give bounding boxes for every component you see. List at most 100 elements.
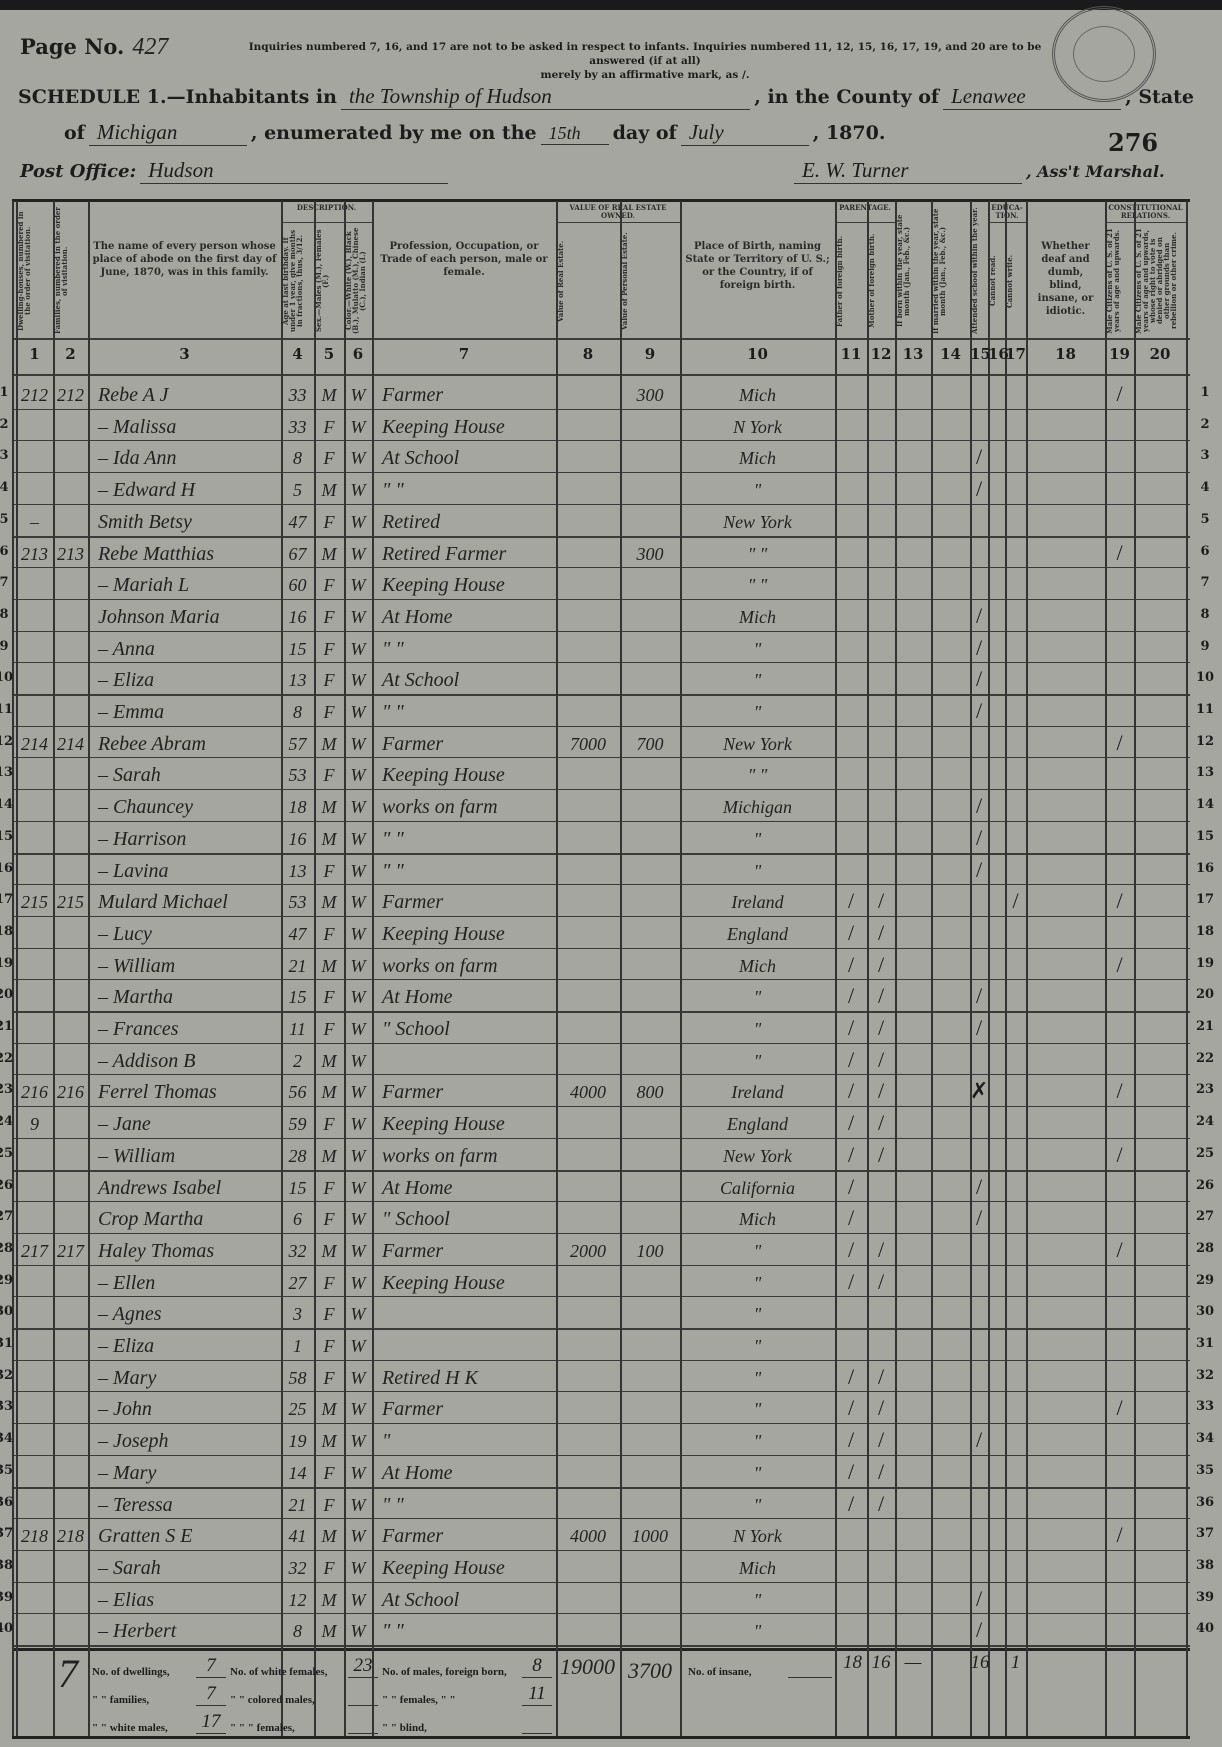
cell-sex: F xyxy=(323,448,335,468)
cell-personal-estate xyxy=(620,916,680,947)
line-number-right: 13 xyxy=(1195,765,1215,780)
row-rule xyxy=(12,1043,1190,1045)
cell-real-estate xyxy=(556,1138,620,1169)
line-number-left: 6 xyxy=(0,544,9,559)
line-number-right: 16 xyxy=(1195,861,1215,876)
row-rule xyxy=(12,757,1190,759)
totals-line: No. of insane, xyxy=(688,1652,832,1678)
cell-birthplace: Mich xyxy=(739,607,776,627)
cell-occupation: Farmer xyxy=(382,1081,444,1103)
cell-birthplace: Mich xyxy=(739,448,776,468)
cell-personal-estate xyxy=(620,631,680,662)
cell-occupation: works on farm xyxy=(382,1145,498,1167)
cell-age: 47 xyxy=(288,924,307,944)
total-col11: 18 xyxy=(843,1652,862,1673)
cell-dwelling xyxy=(16,662,53,693)
cell-age: 47 xyxy=(288,512,307,532)
cell-name: – John xyxy=(98,1398,152,1420)
line-number-left: 31 xyxy=(0,1336,14,1351)
line-number-right: 18 xyxy=(1195,924,1215,939)
cell-age: 53 xyxy=(288,892,307,912)
cell-real-estate xyxy=(556,789,620,820)
cell-name: – Anna xyxy=(98,638,155,660)
cell-age: 3 xyxy=(293,1304,302,1324)
line-number-left: 15 xyxy=(0,829,14,844)
column-rule xyxy=(867,201,869,1736)
cell-personal-estate xyxy=(620,1201,680,1232)
line-number-left: 35 xyxy=(0,1463,14,1478)
cell-birthplace: Ireland xyxy=(731,892,784,912)
column-rule xyxy=(988,201,990,1736)
cell-name: – Mary xyxy=(98,1367,157,1389)
cell-personal-estate: 300 xyxy=(636,544,664,564)
cell-real-estate xyxy=(556,694,620,725)
affirmative-mark-col11: / xyxy=(847,1459,855,1484)
white-males-count: 17 xyxy=(196,1711,226,1734)
rule xyxy=(835,222,895,224)
affirmative-mark-col11: / xyxy=(847,920,855,945)
column-header-3: The name of every person whose place of … xyxy=(92,241,277,278)
cell-birthplace: " xyxy=(753,987,762,1007)
cell-occupation: Retired H K xyxy=(382,1367,478,1389)
cell-age: 19 xyxy=(288,1431,307,1451)
line-number-left: 11 xyxy=(0,702,14,717)
affirmative-mark-col11: / xyxy=(847,1427,855,1452)
cell-sex: M xyxy=(321,1590,337,1610)
cell-occupation: Keeping House xyxy=(382,923,505,945)
cell-birthplace: New York xyxy=(723,1146,792,1166)
cell-dwelling xyxy=(16,1011,53,1042)
cell-real-estate xyxy=(556,409,620,440)
cell-name: – Elias xyxy=(98,1589,155,1611)
cell-age: 59 xyxy=(288,1114,307,1134)
cell-occupation: " " xyxy=(382,860,404,882)
cell-family xyxy=(53,1360,88,1391)
cell-sex: F xyxy=(323,861,335,881)
affirmative-mark-col19: / xyxy=(1116,1237,1123,1262)
township-field: the Township of Hudson xyxy=(340,84,751,110)
cell-occupation: Keeping House xyxy=(382,574,505,596)
column-header-19: Male Citizens of U. S. of 21 years of ag… xyxy=(1105,228,1121,334)
cell-personal-estate xyxy=(620,1455,680,1486)
totals-line: No. of dwellings, 7 xyxy=(92,1652,226,1678)
cell-sex: F xyxy=(323,512,335,532)
row-rule xyxy=(12,1296,1190,1298)
cell-name: – William xyxy=(98,1145,176,1167)
cell-birthplace: N York xyxy=(733,417,782,437)
cell-birthplace: N York xyxy=(733,1526,782,1546)
line-number-right: 2 xyxy=(1200,417,1210,432)
cell-real-estate xyxy=(556,1423,620,1454)
page-no-label: Page No. xyxy=(20,34,125,59)
cell-occupation: At School xyxy=(382,669,460,691)
cell-sex: M xyxy=(321,385,337,405)
line-number-right: 37 xyxy=(1195,1526,1215,1541)
cell-sex: M xyxy=(321,544,337,564)
cell-age: 8 xyxy=(293,702,302,722)
cell-dwelling: – xyxy=(30,512,39,532)
line-number-left: 3 xyxy=(0,448,9,463)
row-rule xyxy=(12,631,1190,633)
cell-dwelling xyxy=(16,979,53,1010)
cell-sex: F xyxy=(323,1558,335,1578)
row-rule xyxy=(12,440,1190,442)
column-rule xyxy=(16,201,18,1736)
affirmative-mark-col11: / xyxy=(847,1078,855,1103)
total-personal-estate: 3700 xyxy=(628,1658,672,1683)
page-no: 427 xyxy=(132,34,169,60)
cell-color: W xyxy=(350,1051,366,1071)
row-rule xyxy=(12,1455,1190,1457)
totals-line: " " " females, xyxy=(230,1708,378,1734)
cell-dwelling xyxy=(16,1391,53,1422)
affirmative-mark-col15: / xyxy=(975,603,983,628)
line-number-left: 40 xyxy=(0,1621,14,1636)
cell-birthplace: " xyxy=(753,670,762,690)
cell-dwelling xyxy=(16,1201,53,1232)
row-rule xyxy=(12,1074,1190,1076)
totals-line: No. of males, foreign born, 8 xyxy=(382,1652,552,1678)
cell-color: W xyxy=(350,1621,366,1641)
county-label: , in the County of xyxy=(754,86,940,108)
cell-color: W xyxy=(350,861,366,881)
enumeration-line: of Michigan , enumerated by me on the 15… xyxy=(64,120,885,146)
cell-name: – Edward H xyxy=(98,479,196,501)
cell-color: W xyxy=(350,1178,366,1198)
cell-sex: M xyxy=(321,1621,337,1641)
